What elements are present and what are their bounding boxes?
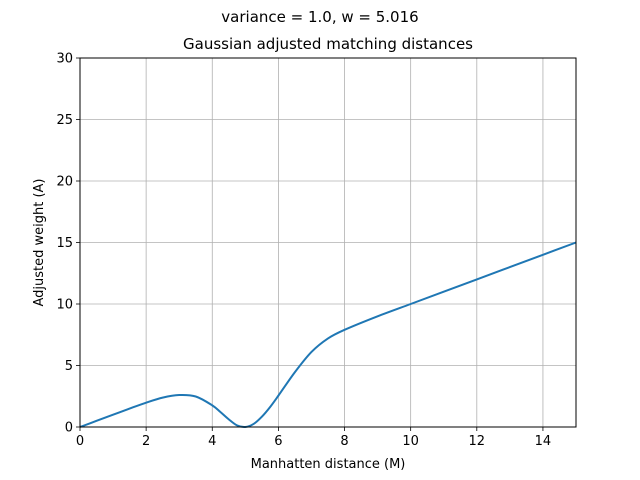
x-tick-label: 0 bbox=[76, 434, 84, 449]
y-tick-label: 0 bbox=[65, 421, 73, 436]
y-tick-label: 5 bbox=[65, 359, 73, 374]
y-tick-label: 25 bbox=[56, 113, 73, 128]
ticks: 0 2 4 6 8 10 12 14 0 5 10 15 20 25 30 bbox=[56, 52, 551, 450]
y-tick-label: 20 bbox=[56, 175, 73, 190]
y-tick-label: 10 bbox=[56, 298, 73, 313]
chart-title: Gaussian adjusted matching distances bbox=[183, 35, 473, 53]
x-tick-label: 2 bbox=[142, 434, 150, 449]
series-layer bbox=[79, 241, 577, 429]
x-tick-label: 12 bbox=[469, 434, 486, 449]
x-tick-label: 10 bbox=[402, 434, 419, 449]
y-axis-label: Adjusted weight (A) bbox=[32, 178, 47, 306]
x-tick-label: 4 bbox=[208, 434, 216, 449]
chart-suptitle: variance = 1.0, w = 5.016 bbox=[221, 8, 418, 26]
x-tick-label: 6 bbox=[274, 434, 282, 449]
series-line bbox=[79, 241, 577, 429]
x-tick-label: 8 bbox=[340, 434, 348, 449]
grid bbox=[79, 57, 576, 428]
x-tick-label: 14 bbox=[535, 434, 552, 449]
y-tick-label: 30 bbox=[56, 52, 73, 67]
y-tick-label: 15 bbox=[56, 236, 73, 251]
x-axis-label: Manhatten distance (M) bbox=[251, 457, 406, 472]
